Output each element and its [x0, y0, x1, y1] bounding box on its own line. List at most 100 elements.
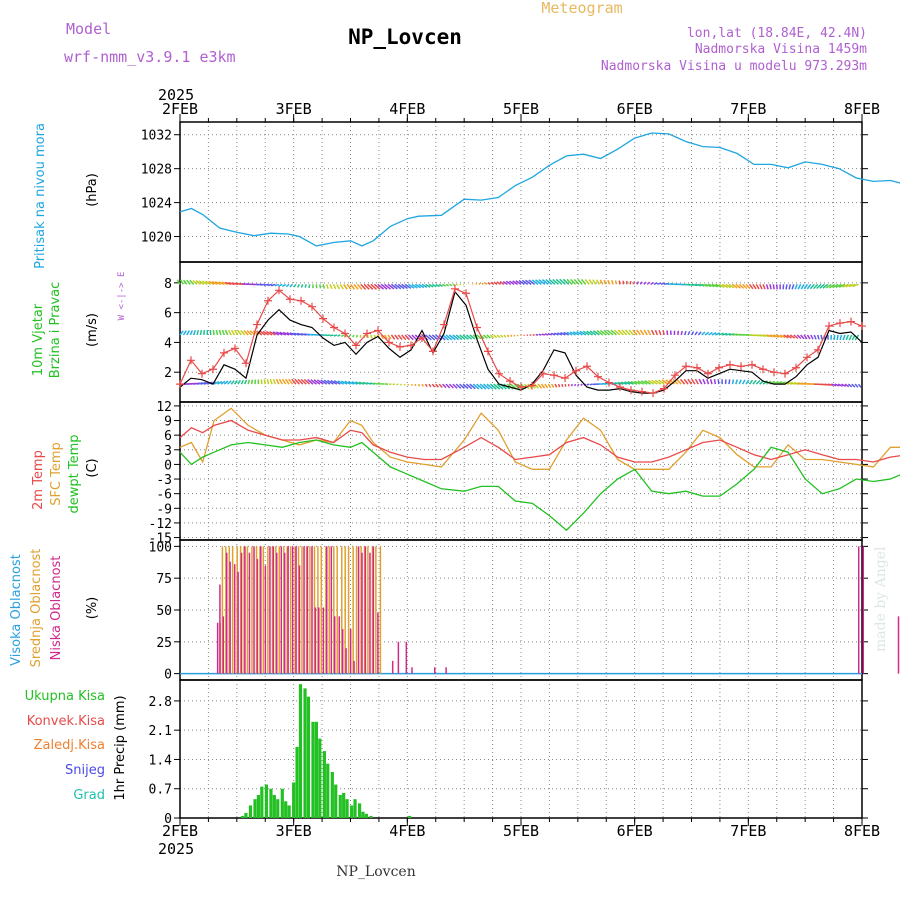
wind-streak [271, 283, 276, 287]
wind-streak [762, 334, 770, 338]
wind-streak [387, 334, 392, 340]
wind-streak [709, 378, 713, 385]
y-tick-label: 1024 [141, 197, 172, 212]
wind-speed-marker [561, 374, 569, 383]
wind-streak [572, 331, 580, 336]
wind-streak [486, 334, 491, 339]
wind-streak [621, 329, 628, 336]
wind-streak [213, 381, 220, 385]
panel-frame [179, 679, 863, 819]
wind-streak [603, 329, 611, 336]
wind-streak [373, 283, 381, 290]
wind-streak [769, 284, 772, 290]
wind-streak [711, 332, 717, 336]
wind-streak [462, 334, 469, 340]
wind-streak [340, 334, 345, 338]
wind-streak [200, 381, 207, 385]
wind-speed-marker [792, 363, 800, 372]
wind-streak [573, 278, 580, 285]
wind-streak [650, 281, 654, 285]
wind-streak [267, 283, 273, 287]
wind-streak [825, 283, 832, 289]
wind-speed-marker [858, 322, 866, 331]
wind-streak [289, 332, 297, 336]
wind-streak [577, 278, 583, 285]
wind-streak [632, 329, 638, 336]
wind-streak [186, 330, 190, 336]
wind-streak [407, 383, 410, 386]
wind-streak [496, 281, 501, 285]
wind-streak [577, 383, 580, 387]
wind-streak [459, 383, 465, 390]
wind-streak [592, 279, 597, 285]
wind-streak [745, 283, 751, 290]
wind-speed-marker [385, 338, 393, 347]
wind-streak [644, 380, 651, 385]
wind-streak [635, 329, 641, 336]
wind-streak [390, 334, 396, 340]
wind-streak [233, 329, 239, 336]
wind-streak [411, 334, 418, 341]
wind-streak [531, 279, 539, 285]
wind-streak [337, 380, 345, 385]
wind-streak [654, 379, 662, 385]
wind-streak [544, 333, 549, 336]
wind-streak [589, 330, 597, 336]
wind-streak [431, 334, 439, 341]
wind-streak [554, 383, 558, 388]
wind-streak [515, 280, 522, 285]
wind-streak [708, 331, 713, 336]
wind-streak [377, 283, 385, 290]
wind-streak [646, 281, 651, 285]
wind-streak [493, 383, 501, 390]
wind-streak [697, 331, 702, 336]
wind-speed-marker [638, 387, 646, 396]
wind-streak [822, 283, 829, 289]
wind-streak [848, 283, 856, 288]
wind-streak [275, 378, 280, 385]
wind-streak [580, 278, 587, 285]
wind-speed-marker [847, 317, 855, 326]
precip-legend-frozen: Zaledj.Kisa [34, 738, 105, 753]
wind-streak [606, 329, 614, 336]
wind-streak [408, 283, 415, 289]
wind-streak [435, 383, 439, 388]
wind-ylabel-2: Brzina i Pravac [48, 282, 63, 379]
wind-streak [537, 383, 543, 389]
wind-streak [848, 334, 853, 341]
wind-streak [639, 329, 645, 336]
wind-streak [459, 334, 466, 341]
wind-speed-marker [253, 320, 261, 329]
y-tick-label: 1.4 [149, 753, 173, 768]
wind-streak [352, 334, 355, 338]
wind-streak [672, 378, 679, 385]
wind-speed-marker [528, 381, 536, 390]
wind-streak [809, 283, 815, 290]
wind-streak [201, 280, 208, 285]
wind-streak [783, 334, 789, 339]
wind-streak [828, 283, 836, 289]
wind-streak [348, 380, 355, 385]
wind-streak [772, 284, 775, 290]
y-tick-label: 0.7 [149, 783, 172, 798]
x-tick-label-top: 3FEB [276, 100, 312, 118]
elevation-label: Nadmorska Visina 1459m [695, 42, 867, 57]
model-name: wrf-nmm_v3.9.1 e3km [64, 48, 236, 66]
wind-streak [752, 379, 757, 385]
wind-streak [506, 334, 510, 338]
wind-streak [237, 329, 242, 336]
wind-streak [475, 283, 478, 285]
wind-streak [617, 329, 624, 336]
precip-total-bar [345, 799, 349, 818]
wind-streak [816, 283, 822, 290]
wind-streak [269, 331, 276, 336]
wind-streak [313, 379, 321, 385]
wind-streak [650, 329, 655, 336]
temp2m-line [179, 419, 900, 463]
precip-total-bar [284, 801, 288, 818]
credit: made by Angel [873, 546, 889, 652]
y-tick-label: 8 [164, 277, 172, 292]
y-tick-label: 2.8 [149, 695, 172, 710]
y-tick-label: -6 [156, 488, 172, 503]
wind-streak [665, 379, 672, 385]
